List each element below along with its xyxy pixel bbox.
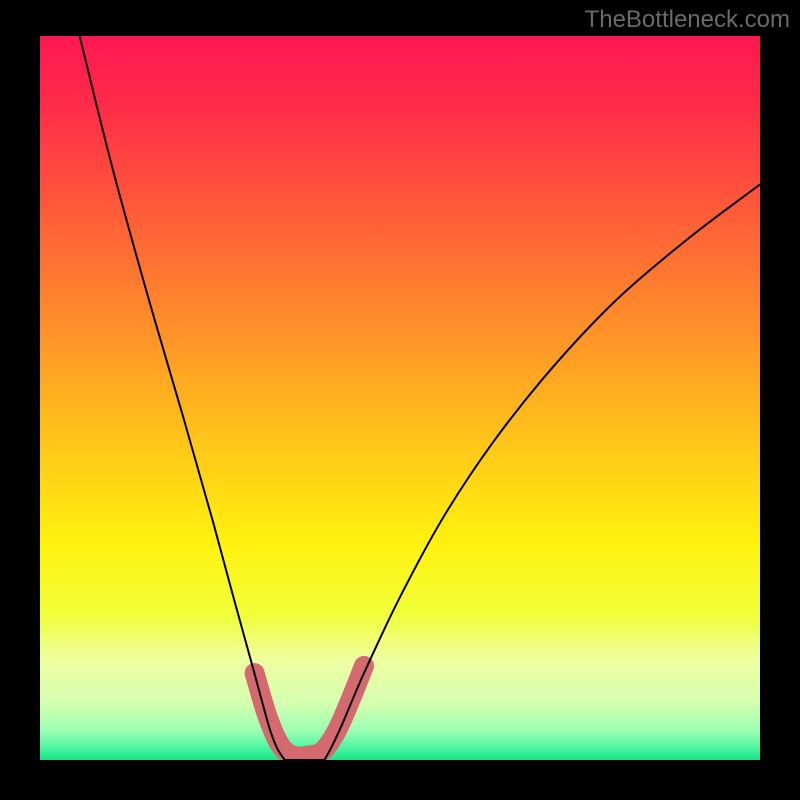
chart-svg [0, 0, 800, 800]
chart-canvas: TheBottleneck.com [0, 0, 800, 800]
watermark-text: TheBottleneck.com [585, 6, 790, 34]
plot-background [40, 36, 760, 760]
